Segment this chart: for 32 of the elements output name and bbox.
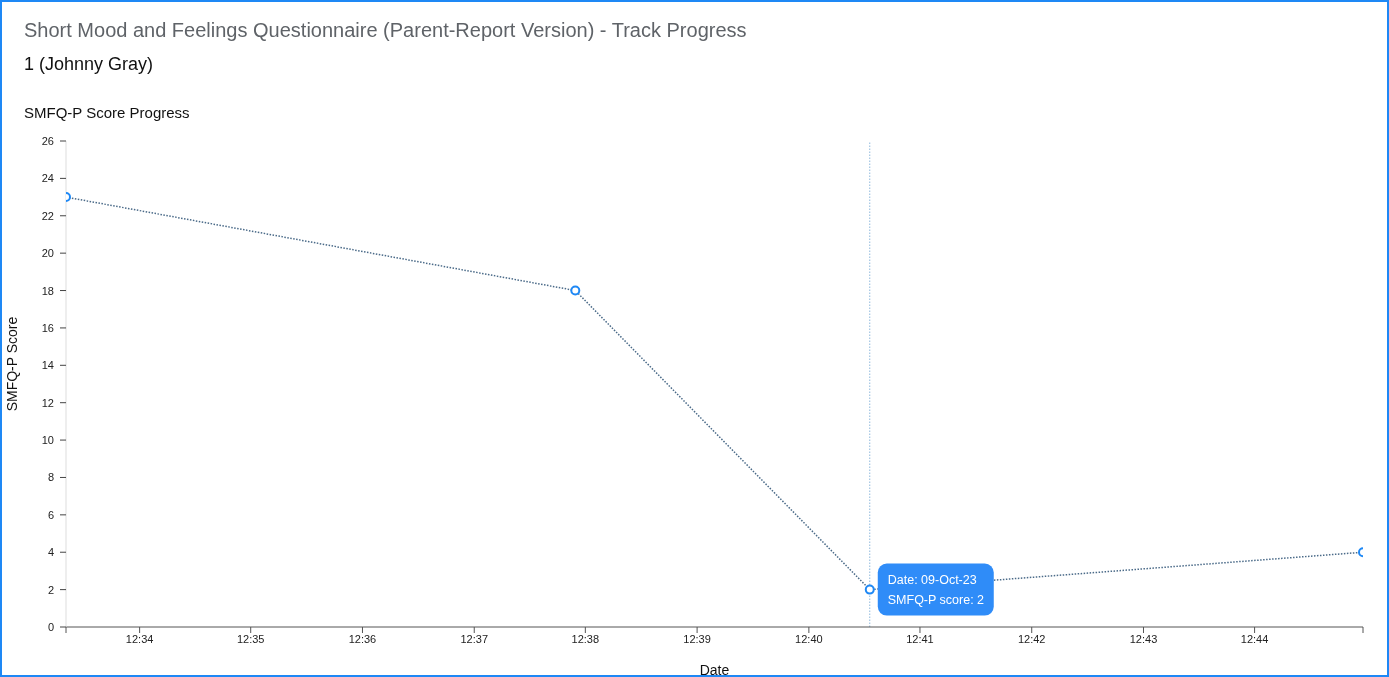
y-tick-label: 8 [47, 471, 54, 484]
y-tick-label: 26 [41, 135, 54, 147]
y-tick-label: 2 [47, 583, 54, 596]
y-tick-label: 6 [47, 508, 54, 521]
x-tick-label: 12:37 [460, 632, 489, 645]
x-tick-label: 12:38 [571, 632, 600, 645]
annotation: SMFQ-P score: 2 [887, 592, 985, 607]
x-tick-label: 12:41 [906, 632, 934, 645]
y-tick-label: 12 [41, 396, 54, 409]
y-tick-label: 4 [47, 546, 54, 559]
y-tick-label: 16 [41, 321, 54, 334]
x-axis-title: Date [699, 662, 730, 677]
x-tick-label: 12:36 [348, 632, 377, 645]
text: SMFQ-P Score Progress [24, 104, 190, 121]
y-tick-label: 14 [41, 359, 54, 372]
y-tick-label: 24 [41, 172, 54, 185]
y-tick-label: 0 [47, 621, 54, 633]
y-axis-title: SMFQ-P Score [3, 316, 20, 412]
y-tick-label: 22 [41, 209, 54, 222]
x-tick-label: 12:40 [795, 632, 823, 645]
y-tick-label: 10 [41, 434, 54, 447]
y-tick-label: 20 [41, 247, 54, 260]
x-tick-label: 12:35 [236, 632, 265, 645]
x-tick-label: 12:42 [1017, 632, 1046, 645]
x-tick-label: 12:44 [1240, 632, 1269, 645]
annotation: Date: 09-Oct-23 [887, 572, 977, 587]
x-tick-label: 12:39 [683, 632, 711, 645]
y-tick-label: 18 [41, 284, 54, 297]
chart-title: Short Mood and Feelings Questionnaire (Parent-Report Version) - Track Progress [24, 19, 747, 42]
x-tick-label: 12:34 [125, 632, 154, 645]
x-tick-label: 12:43 [1129, 632, 1158, 645]
chart-subtitle: 1 (Johnny Gray) [24, 54, 154, 75]
